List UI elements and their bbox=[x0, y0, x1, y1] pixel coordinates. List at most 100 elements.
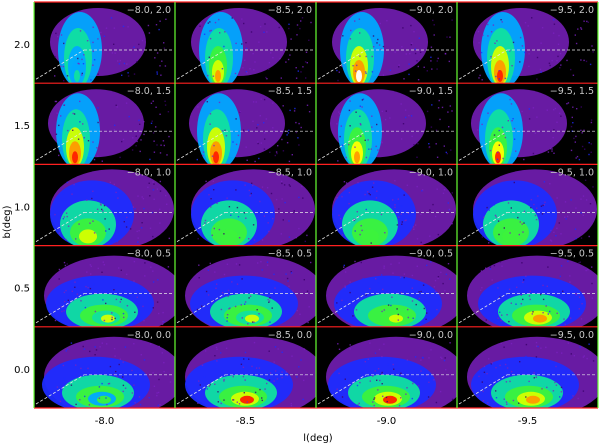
x-axis-title: l(deg) bbox=[303, 433, 333, 444]
panel-r2-c2: −9.0, 1.0 bbox=[316, 164, 457, 246]
density-level-5 bbox=[72, 151, 78, 164]
diagonal-guide-line bbox=[176, 374, 226, 405]
panel-r2-c0: −8.0, 1.0 bbox=[34, 164, 175, 246]
diagonal-guide-line bbox=[317, 293, 367, 324]
panel-label: −9.5, 0.0 bbox=[550, 330, 594, 341]
diagonal-guide-line bbox=[317, 130, 367, 161]
density-field bbox=[332, 8, 453, 84]
density-field bbox=[467, 336, 598, 408]
density-level-5 bbox=[389, 314, 403, 323]
panel-r0-c2: −9.0, 2.0 bbox=[316, 2, 457, 84]
density-field bbox=[332, 169, 456, 246]
panel-label: −8.5, 1.5 bbox=[268, 86, 312, 97]
panel-label: −9.5, 2.0 bbox=[550, 5, 594, 16]
density-field bbox=[326, 336, 457, 408]
panel-label: −9.5, 0.5 bbox=[550, 249, 594, 260]
panel-label: −9.0, 0.0 bbox=[409, 330, 453, 341]
diagonal-guide-line bbox=[176, 212, 226, 242]
density-level-5 bbox=[354, 151, 360, 164]
panel-r4-c1: −8.5, 0.0 bbox=[175, 326, 316, 408]
diagonal-guide-line bbox=[317, 374, 367, 405]
density-field bbox=[467, 255, 598, 327]
density-field bbox=[473, 8, 594, 84]
density-field bbox=[330, 89, 453, 165]
density-field bbox=[191, 169, 315, 246]
density-field bbox=[42, 336, 175, 408]
panel-r1-c2: −9.0, 1.5 bbox=[316, 83, 457, 165]
panel-r2-c1: −8.5, 1.0 bbox=[175, 164, 316, 246]
panel-r1-c0: −8.0, 1.5 bbox=[34, 83, 175, 165]
density-level-4 bbox=[502, 229, 520, 244]
density-field bbox=[185, 336, 316, 408]
panel-r0-c0: −8.0, 2.0 bbox=[34, 2, 175, 84]
diagonal-guide-line bbox=[35, 130, 85, 161]
diagonal-guide-line bbox=[458, 130, 508, 161]
density-level-5 bbox=[97, 395, 111, 404]
x-tick-label: -8.5 bbox=[236, 416, 256, 427]
density-level-4 bbox=[220, 229, 238, 244]
panel-label: −8.5, 0.5 bbox=[268, 249, 312, 260]
diagonal-guide-line bbox=[35, 212, 85, 242]
x-tick-label: -8.0 bbox=[95, 416, 115, 427]
panel-r4-c3: −9.5, 0.0 bbox=[457, 326, 598, 408]
diagonal-guide-line bbox=[458, 212, 508, 242]
separators-layer bbox=[33, 1, 599, 409]
density-level-5 bbox=[101, 314, 115, 323]
panel-r3-c1: −8.5, 0.5 bbox=[175, 245, 316, 327]
density-field bbox=[189, 89, 311, 165]
panel-r3-c2: −9.0, 0.5 bbox=[316, 245, 457, 327]
density-field bbox=[326, 255, 457, 327]
density-level-5 bbox=[74, 70, 80, 82]
panel-r1-c3: −9.5, 1.5 bbox=[457, 83, 598, 165]
diagonal-guide-line bbox=[458, 49, 508, 80]
diagonal-guide-line bbox=[458, 293, 508, 324]
panel-label: −8.0, 0.5 bbox=[127, 249, 171, 260]
density-level-5 bbox=[356, 70, 362, 82]
diagonal-guide-line bbox=[317, 212, 367, 242]
diagonal-guide-line bbox=[458, 374, 508, 405]
diagonal-guide-line bbox=[35, 49, 85, 80]
density-level-5 bbox=[497, 70, 503, 82]
panel-r0-c3: −9.5, 2.0 bbox=[457, 2, 598, 84]
panel-label: −8.5, 1.0 bbox=[268, 167, 312, 178]
y-tick-label: 2.0 bbox=[14, 40, 30, 51]
x-tick-label: -9.5 bbox=[518, 416, 538, 427]
axes-layer: b(deg) l(deg) -8.0 -8.5 -9.0 -9.5 2.0 1.5 1.0 0… bbox=[2, 40, 537, 444]
panel-label: −9.0, 0.5 bbox=[409, 249, 453, 260]
diagonal-guide-line bbox=[35, 293, 85, 324]
panel-r2-c3: −9.5, 1.0 bbox=[457, 164, 598, 246]
y-tick-label: 1.0 bbox=[14, 202, 30, 213]
density-field bbox=[185, 255, 316, 327]
panel-label: −8.0, 0.0 bbox=[127, 330, 171, 341]
density-field bbox=[48, 89, 170, 165]
density-field bbox=[471, 89, 593, 165]
panel-label: −9.0, 1.5 bbox=[409, 86, 453, 97]
density-level-5 bbox=[495, 151, 501, 164]
diagonal-guide-line bbox=[176, 49, 226, 80]
density-field bbox=[44, 255, 175, 327]
density-field bbox=[50, 8, 167, 84]
density-level-5 bbox=[240, 395, 254, 404]
panel-label: −8.5, 0.0 bbox=[268, 330, 312, 341]
diagonal-guide-line bbox=[176, 293, 226, 324]
y-tick-label: 1.5 bbox=[14, 121, 30, 132]
panel-label: −8.5, 2.0 bbox=[268, 5, 312, 16]
diagonal-guide-line bbox=[35, 374, 85, 405]
density-level-5 bbox=[526, 395, 540, 404]
density-field bbox=[473, 169, 597, 246]
panel-label: −8.0, 1.5 bbox=[127, 86, 171, 97]
panels-layer: −8.0, 2.0 −8.5, 2.0 −9.0, 2.0 −9.5, 2.0 −8.0… bbox=[34, 2, 598, 408]
panel-r3-c3: −9.5, 0.5 bbox=[457, 245, 598, 327]
density-level-5 bbox=[215, 70, 221, 82]
y-axis-title: b(deg) bbox=[2, 205, 13, 238]
panel-r4-c2: −9.0, 0.0 bbox=[316, 326, 457, 408]
density-level-5 bbox=[383, 395, 397, 404]
density-level-4 bbox=[79, 229, 97, 244]
x-tick-label: -9.0 bbox=[377, 416, 397, 427]
panel-label: −9.0, 1.0 bbox=[409, 167, 453, 178]
panel-label: −8.0, 2.0 bbox=[127, 5, 171, 16]
panel-r3-c0: −8.0, 0.5 bbox=[34, 245, 175, 327]
diagonal-guide-line bbox=[317, 49, 367, 80]
diagonal-guide-line bbox=[176, 130, 226, 161]
